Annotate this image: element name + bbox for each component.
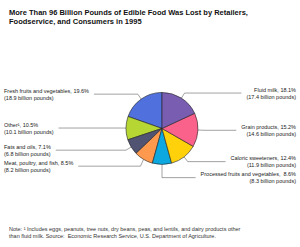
svg-text:Other¹, 10.5%: Other¹, 10.5% [4, 122, 38, 128]
svg-text:(8.3 billion pounds): (8.3 billion pounds) [250, 178, 297, 184]
svg-text:(17.4 billion pounds): (17.4 billion pounds) [246, 94, 296, 100]
svg-text:(10.1 billion pounds): (10.1 billion pounds) [4, 129, 54, 135]
svg-text:(11.9 billion pounds): (11.9 billion pounds) [247, 162, 296, 168]
svg-text:Fluid milk, 18.1%: Fluid milk, 18.1% [254, 87, 296, 93]
svg-text:(14.6 billion pounds): (14.6 billion pounds) [246, 131, 296, 137]
svg-text:Fresh fruits and vegetables, 1: Fresh fruits and vegetables, 19.6% [4, 88, 89, 94]
svg-text:Processed fruits and vegetable: Processed fruits and vegetables, 8.6% [201, 171, 296, 177]
svg-text:than fluid milk. Source: Econ: than fluid milk. Source: Economic Resear… [9, 233, 216, 239]
svg-text:Meat, poultry, and fish, 8.5%: Meat, poultry, and fish, 8.5% [4, 160, 73, 166]
svg-text:(18.9 billion pounds): (18.9 billion pounds) [4, 95, 54, 101]
svg-text:Caloric sweeteners, 12.4%: Caloric sweeteners, 12.4% [231, 155, 297, 161]
svg-text:(6.8 billion pounds): (6.8 billion pounds) [4, 151, 51, 157]
svg-text:Foodservice, and Consumers in: Foodservice, and Consumers in 1995 [9, 17, 142, 26]
svg-text:Fats and oils, 7.1%: Fats and oils, 7.1% [4, 144, 51, 150]
svg-text:Grain products, 15.2%: Grain products, 15.2% [241, 124, 296, 130]
svg-text:More Than 96 Billion Pounds of: More Than 96 Billion Pounds of Edible Fo… [9, 8, 248, 17]
svg-text:Note: ¹ Includes eggs, peanuts: Note: ¹ Includes eggs, peanuts, tree nut… [9, 226, 241, 232]
svg-text:(8.2 billion pounds): (8.2 billion pounds) [4, 167, 51, 173]
